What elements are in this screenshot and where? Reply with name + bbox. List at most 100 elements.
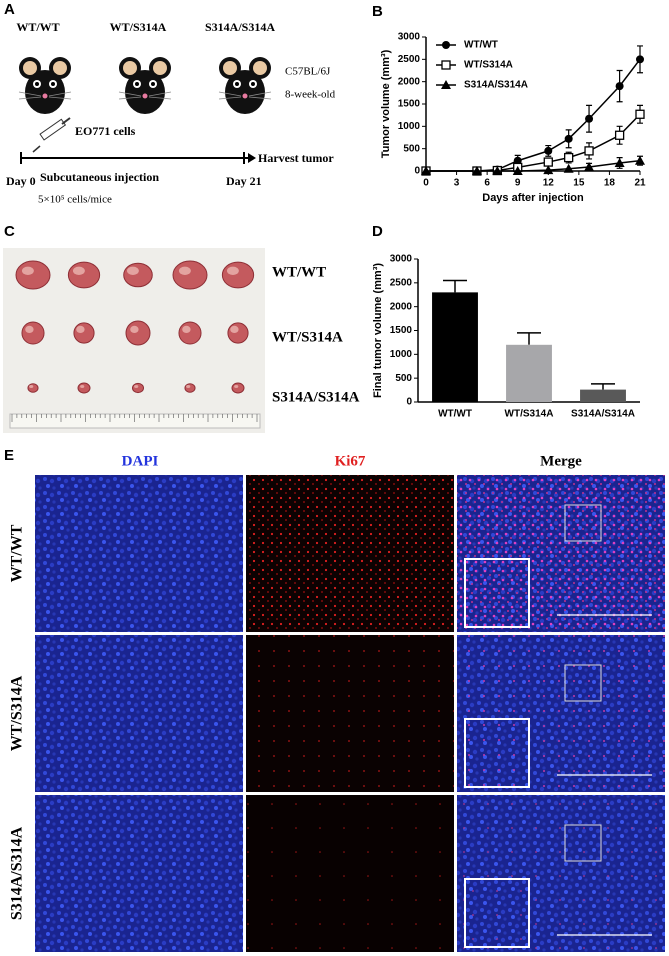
row-label: WT/WT <box>9 524 26 582</box>
marker <box>421 166 431 175</box>
series-line <box>426 159 641 172</box>
inset-overlay <box>465 559 529 627</box>
genotype-label: S314A/S314A <box>205 20 275 34</box>
dapi-image <box>35 795 243 952</box>
y-axis-title: Tumor volume (mm³) <box>380 49 392 158</box>
tumor-highlight <box>76 325 85 333</box>
y-axis-title: Final tumor volume (mm³) <box>372 263 384 398</box>
marker <box>513 156 522 165</box>
y-tick-label: 2000 <box>390 301 413 312</box>
ruler <box>9 413 261 429</box>
tumor-highlight <box>186 385 191 388</box>
ki67-image <box>246 635 454 792</box>
tumor-photo <box>3 248 265 433</box>
tumor <box>172 260 208 290</box>
row-label: S314A/S314A <box>9 826 26 920</box>
bar <box>432 292 478 402</box>
marker <box>563 163 574 173</box>
inset-border <box>464 558 530 628</box>
x-tick-label: 21 <box>634 178 646 189</box>
x-tick-label: 3 <box>454 178 460 189</box>
cells-text: EO771 cells <box>75 124 136 138</box>
legend-label: WT/WT <box>464 40 498 51</box>
tumor-highlight <box>234 385 239 388</box>
panel-label: C <box>4 223 15 240</box>
age-text: 8-week-old <box>285 89 336 101</box>
inset-border <box>464 718 530 788</box>
harvest-text: Harvest tumor <box>258 151 334 165</box>
day-start: Day 0 <box>6 174 36 188</box>
x-tick-label: 0 <box>423 178 429 189</box>
marker <box>441 80 451 89</box>
marker <box>614 157 625 167</box>
y-tick-label: 1500 <box>398 99 421 110</box>
inset-overlay <box>465 719 529 787</box>
tumor-highlight <box>25 325 34 333</box>
tumor <box>125 320 151 346</box>
panel-label: B <box>372 3 383 20</box>
marker <box>614 130 625 140</box>
y-tick-label: 2000 <box>398 76 421 87</box>
bar <box>506 344 552 402</box>
marker <box>564 152 574 163</box>
tumor <box>27 383 39 393</box>
timeline-arrow <box>248 153 256 163</box>
bar <box>580 389 626 402</box>
x-tick-label: 15 <box>573 178 585 189</box>
marker <box>564 134 573 143</box>
y-tick-label: 500 <box>395 373 412 384</box>
mouse-icon <box>218 56 272 115</box>
x-tick-label: 9 <box>515 178 521 189</box>
tumor <box>73 322 95 344</box>
marker <box>442 41 450 49</box>
mouse-icon <box>18 56 72 115</box>
tumor-highlight <box>126 266 139 275</box>
tumor <box>231 382 245 394</box>
inset-overlay <box>465 879 529 947</box>
dose-text: 5×10⁵ cells/mice <box>38 194 112 206</box>
y-tick-label: 500 <box>403 143 420 154</box>
zoom-box <box>564 504 602 542</box>
tumor-highlight <box>72 266 85 275</box>
x-tick-label: 12 <box>543 178 555 189</box>
marker <box>492 166 503 175</box>
error-bar <box>591 383 615 390</box>
legend-label: WT/S314A <box>464 60 513 71</box>
tumor <box>178 321 202 345</box>
tumor-highlight <box>182 325 191 333</box>
tumor <box>131 382 145 394</box>
tumor <box>15 260 51 290</box>
genotype-label: WT/WT <box>16 20 59 34</box>
marker <box>512 166 523 175</box>
tumor-highlight <box>21 266 34 275</box>
inset <box>464 718 530 788</box>
inset-border <box>464 878 530 948</box>
column-label: DAPI <box>122 453 159 469</box>
tumor <box>221 261 255 289</box>
x-tick-label: WT/S314A <box>505 409 554 420</box>
marker <box>584 146 594 156</box>
marker <box>635 155 645 165</box>
series-line <box>426 58 641 172</box>
micrographs: WT/WT WT/S314A S314A/S314A <box>9 475 665 952</box>
y-tick-label: 0 <box>406 397 412 408</box>
x-tick-label: WT/WT <box>438 409 472 420</box>
tumor-highlight <box>80 385 85 388</box>
panel-label: A <box>4 1 15 18</box>
y-tick-label: 2500 <box>390 277 413 288</box>
tumor-row-label: WT/S314A <box>272 329 343 345</box>
y-tick-label: 1500 <box>390 325 413 336</box>
marker <box>635 109 645 119</box>
tumor-highlight <box>226 266 239 275</box>
y-tick-label: 0 <box>414 166 420 177</box>
tumor-row-label: WT/WT <box>272 264 326 280</box>
marker <box>544 146 553 155</box>
zoom-box <box>564 664 602 702</box>
y-tick-label: 2500 <box>398 54 421 65</box>
row-label: WT/S314A <box>9 675 26 751</box>
y-tick-label: 3000 <box>390 254 413 265</box>
genotype-label: WT/S314A <box>110 20 167 34</box>
marker <box>585 114 594 123</box>
tumor-row-label: S314A/S314A <box>272 389 360 405</box>
